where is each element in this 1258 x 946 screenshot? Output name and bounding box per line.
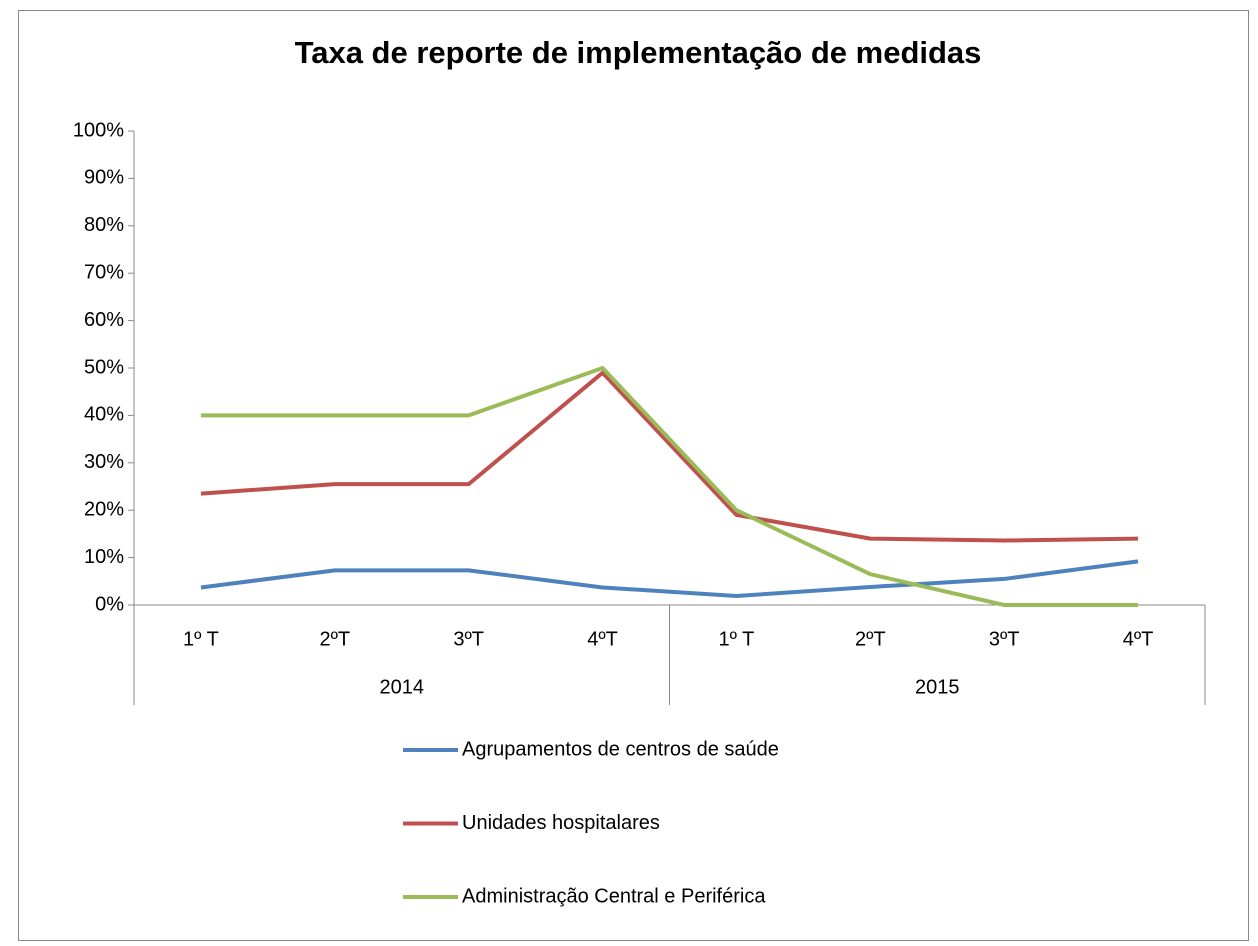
y-tick-label: 30%	[84, 451, 124, 473]
x-tick-label: 2ºT	[855, 628, 886, 650]
x-tick-label: 2ºT	[319, 628, 350, 650]
y-tick-label: 60%	[84, 309, 124, 331]
x-tick-label: 1º T	[719, 628, 755, 650]
x-tick-label: 3ºT	[453, 628, 484, 650]
y-tick-label: 50%	[84, 356, 124, 378]
series-line	[200, 366, 1139, 607]
y-tick-label: 10%	[84, 546, 124, 568]
group-label: 2015	[915, 676, 960, 698]
y-tick-label: 90%	[84, 167, 124, 189]
legend-label: Unidades hospitalares	[462, 812, 660, 834]
legend-label: Administração Central e Periférica	[462, 885, 766, 907]
legend-label: Agrupamentos de centros de saúde	[462, 738, 779, 760]
x-tick-label: 4ºT	[587, 628, 618, 650]
y-tick-label: 40%	[84, 404, 124, 426]
chart-title: Taxa de reporte de implementação de medi…	[295, 35, 982, 70]
y-tick-label: 70%	[84, 261, 124, 283]
y-tick-label: 80%	[84, 214, 124, 236]
y-tick-label: 100%	[73, 119, 124, 141]
series-line	[200, 370, 1139, 543]
series-line	[200, 559, 1139, 598]
x-tick-label: 3ºT	[989, 628, 1020, 650]
y-tick-label: 20%	[84, 498, 124, 520]
chart-border	[18, 10, 1249, 941]
y-tick-label: 0%	[95, 593, 124, 615]
x-tick-label: 4ºT	[1123, 628, 1154, 650]
x-tick-label: 1º T	[183, 628, 219, 650]
group-label: 2014	[380, 676, 425, 698]
